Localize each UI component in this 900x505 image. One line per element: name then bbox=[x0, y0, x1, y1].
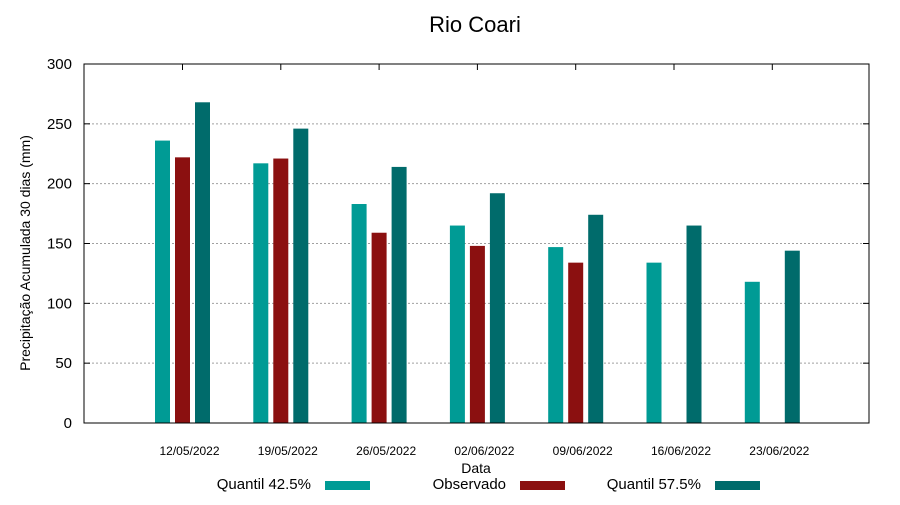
bar-observado-26-05-2022 bbox=[371, 232, 387, 423]
y-tick-label: 0 bbox=[64, 415, 72, 432]
chart-title: Rio Coari bbox=[429, 12, 521, 37]
bar-quantil-57-5--09-06-2022 bbox=[588, 214, 604, 423]
bar-quantil-57-5--19-05-2022 bbox=[293, 128, 309, 423]
x-axis-tick-labels: 12/05/2022 19/05/2022 26/05/2022 02/06/2022… bbox=[159, 64, 810, 458]
bar-quantil-57-5--26-05-2022 bbox=[391, 166, 407, 423]
y-axis-label: Precipitação Acumulada 30 dias (mm) bbox=[17, 135, 33, 371]
x-tick-label: 16/06/2022 bbox=[651, 444, 711, 458]
bar-quantil-57-5--02-06-2022 bbox=[489, 193, 505, 423]
bar-quantil-42-5--09-06-2022 bbox=[548, 247, 564, 423]
bar-quantil-42-5--26-05-2022 bbox=[351, 204, 367, 423]
bars bbox=[155, 102, 800, 423]
legend-label: Observado bbox=[433, 476, 506, 493]
plot-area-frame bbox=[83, 63, 870, 424]
bar-quantil-42-5--02-06-2022 bbox=[449, 225, 465, 423]
x-tick-label: 09/06/2022 bbox=[553, 444, 613, 458]
y-tick-label: 50 bbox=[55, 355, 72, 372]
bar-quantil-57-5--23-06-2022 bbox=[784, 250, 800, 423]
legend-label: Quantil 42.5% bbox=[217, 476, 311, 493]
y-tick-label: 200 bbox=[47, 176, 72, 193]
bar-observado-02-06-2022 bbox=[469, 245, 485, 423]
bar-quantil-57-5--12-05-2022 bbox=[195, 102, 210, 423]
y-tick-label: 250 bbox=[47, 116, 72, 133]
x-tick-label: 19/05/2022 bbox=[258, 444, 318, 458]
legend: Quantil 42.5% Observado Quantil 57.5% bbox=[217, 476, 760, 493]
legend-swatch bbox=[520, 481, 565, 490]
y-tick-label: 100 bbox=[47, 295, 72, 312]
x-tick-label: 26/05/2022 bbox=[356, 444, 416, 458]
bar-quantil-42-5--19-05-2022 bbox=[253, 163, 269, 423]
x-tick-label: 23/06/2022 bbox=[749, 444, 809, 458]
y-tick-label: 300 bbox=[47, 56, 72, 73]
bar-observado-12-05-2022 bbox=[175, 157, 190, 423]
bar-observado-09-06-2022 bbox=[568, 262, 584, 423]
y-tick-label: 150 bbox=[47, 236, 72, 253]
legend-label: Quantil 57.5% bbox=[607, 476, 701, 493]
bar-quantil-42-5--23-06-2022 bbox=[744, 281, 760, 423]
x-tick-label: 12/05/2022 bbox=[159, 444, 219, 458]
x-tick-label: 02/06/2022 bbox=[454, 444, 514, 458]
bar-observado-19-05-2022 bbox=[273, 158, 289, 423]
legend-swatch bbox=[715, 481, 760, 490]
x-axis-label: Data bbox=[461, 460, 491, 476]
legend-swatch bbox=[325, 481, 370, 490]
bar-quantil-42-5--12-05-2022 bbox=[155, 140, 170, 423]
bar-quantil-57-5--16-06-2022 bbox=[686, 225, 702, 423]
bar-quantil-42-5--16-06-2022 bbox=[646, 262, 662, 423]
